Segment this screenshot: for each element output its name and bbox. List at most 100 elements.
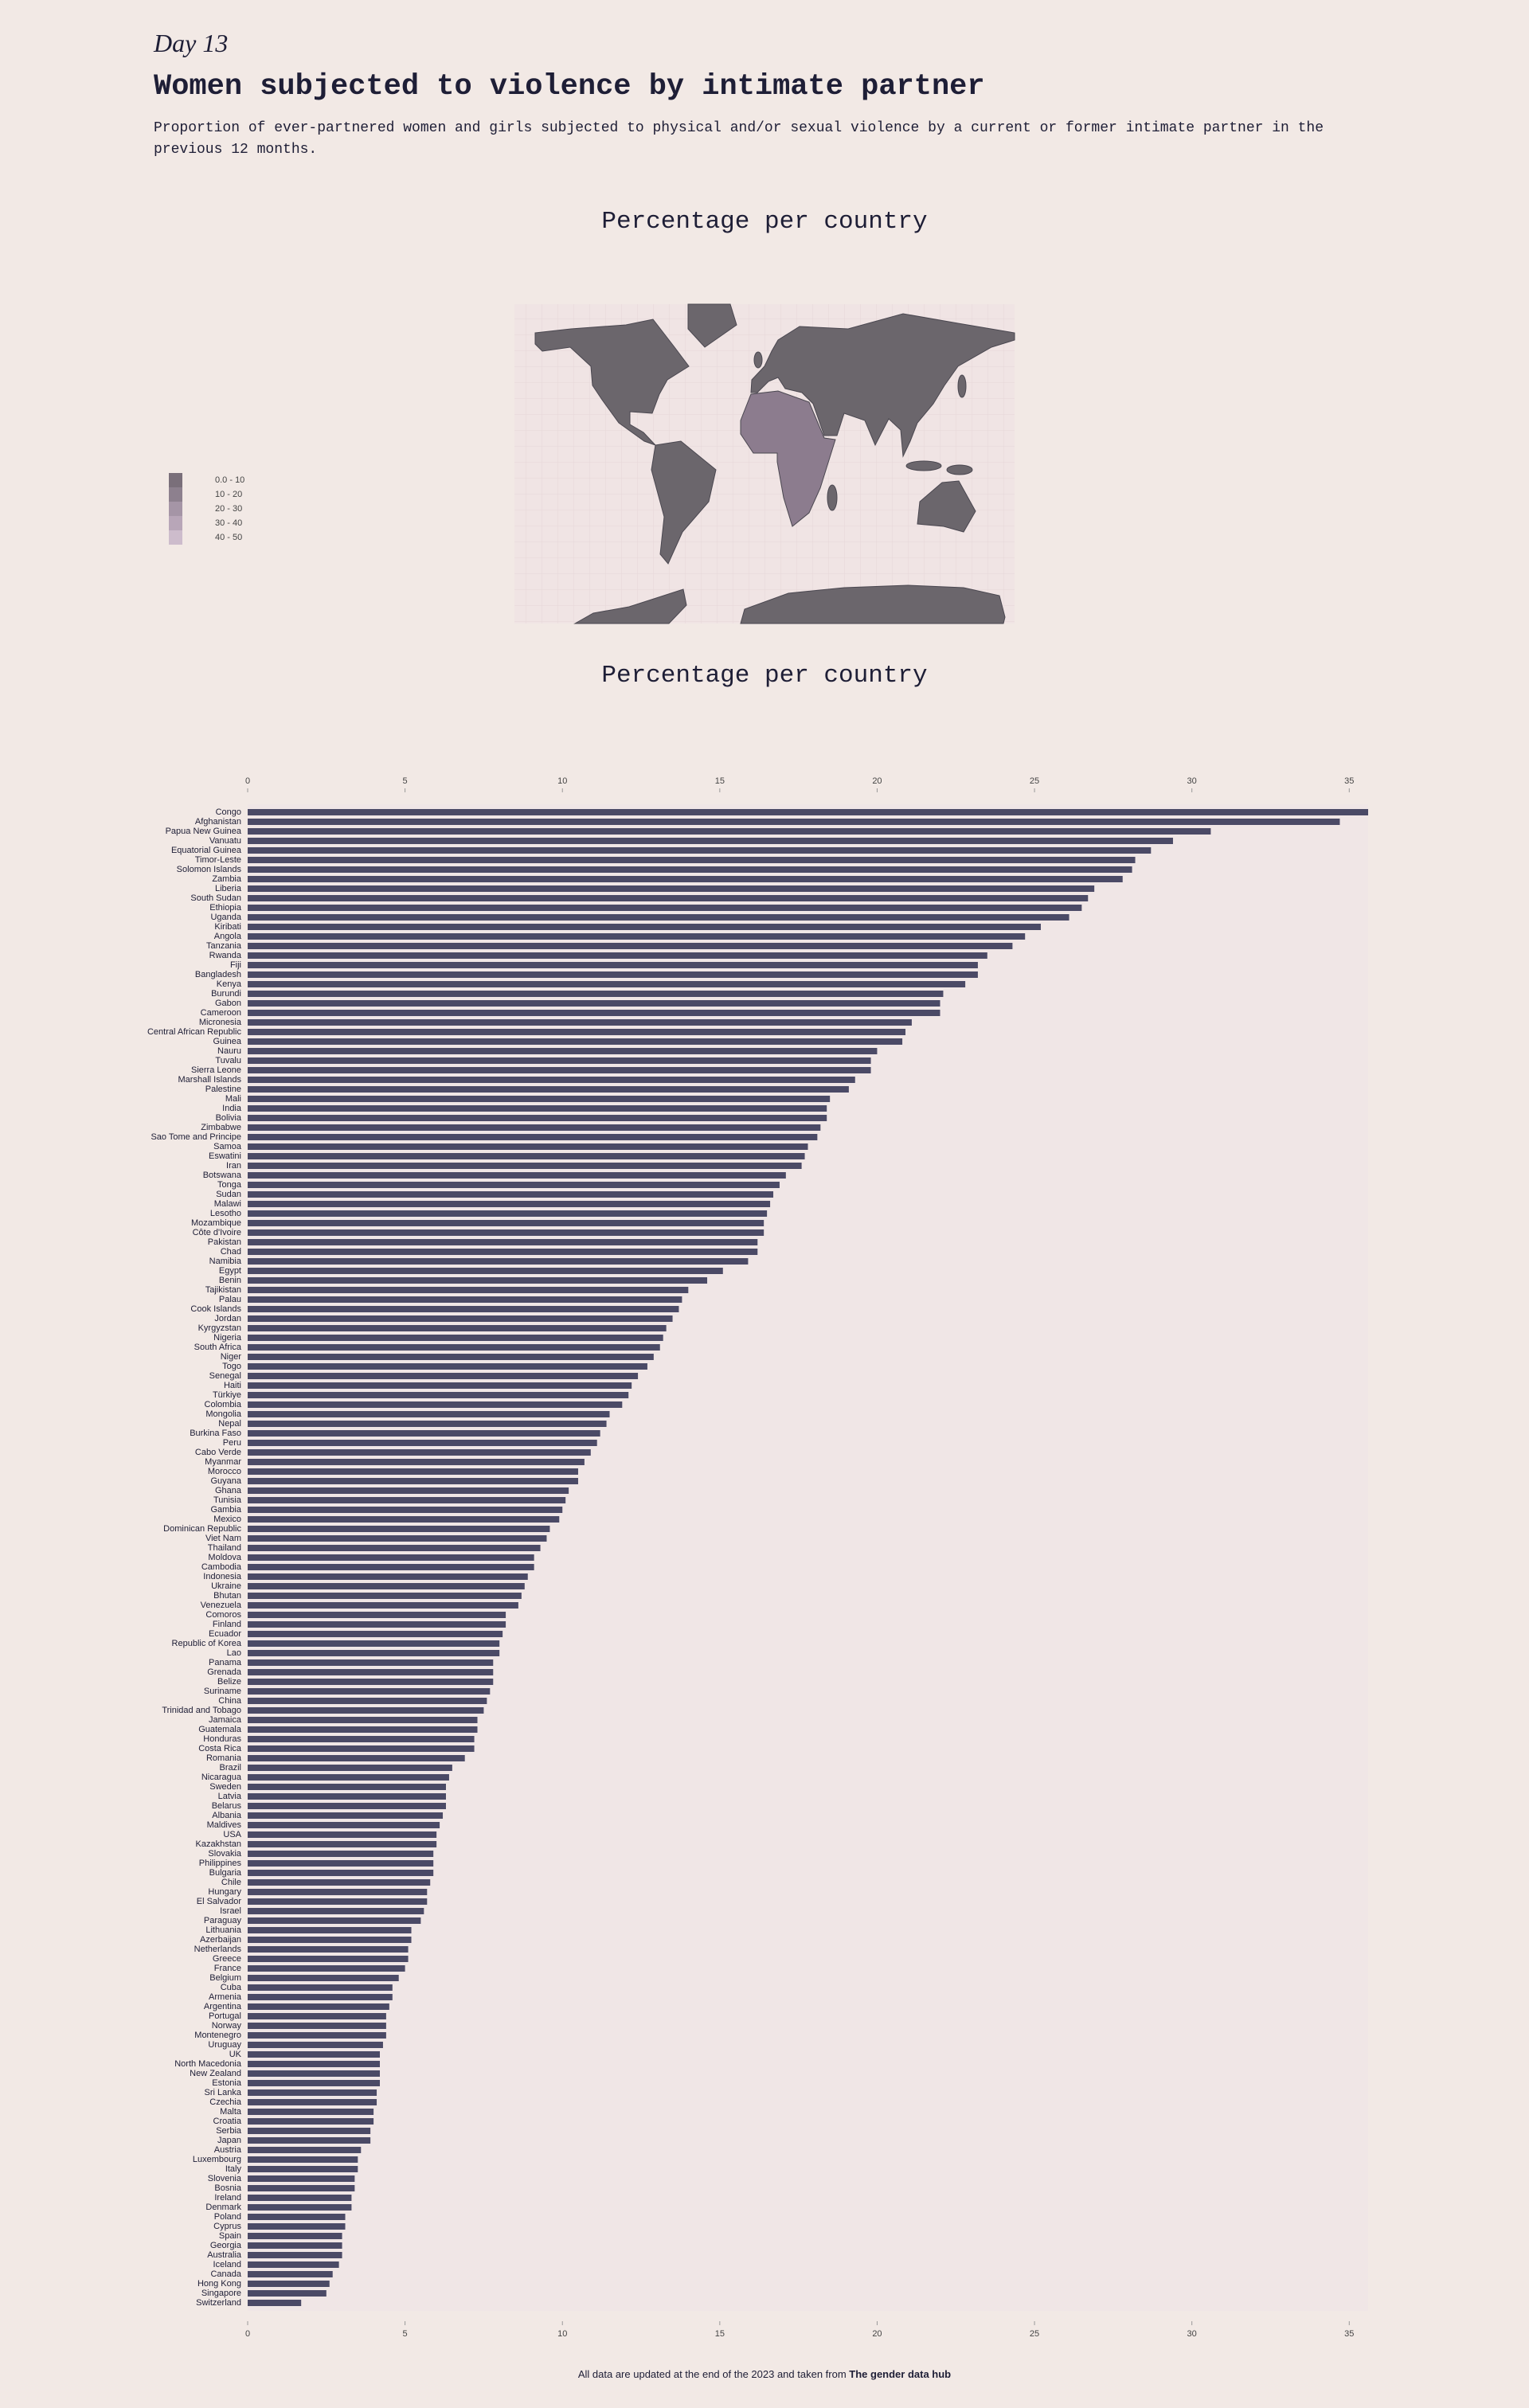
bar xyxy=(248,1898,428,1905)
bar xyxy=(248,1688,491,1695)
bar xyxy=(248,1965,405,1972)
y-tick-label: Namibia xyxy=(209,1257,242,1266)
bar xyxy=(248,838,1173,844)
bar xyxy=(248,1134,818,1140)
bar xyxy=(248,1229,764,1236)
bar xyxy=(248,1421,607,1427)
y-tick-label: France xyxy=(214,1964,241,1973)
y-tick-label: Zimbabwe xyxy=(201,1123,241,1132)
bar xyxy=(248,1784,446,1790)
bar xyxy=(248,1487,569,1494)
bar xyxy=(248,943,1013,949)
y-tick-label: Palestine xyxy=(205,1085,241,1094)
bar xyxy=(248,1803,446,1809)
y-tick-label: Uganda xyxy=(210,913,241,922)
bar xyxy=(248,2233,342,2239)
y-tick-label: Brazil xyxy=(219,1763,241,1773)
y-tick-label: Lao xyxy=(227,1648,241,1658)
bar xyxy=(248,857,1136,863)
y-tick-label: Cabo Verde xyxy=(195,1448,241,1457)
y-tick-label: Eswatini xyxy=(209,1151,241,1161)
y-tick-label: Cambodia xyxy=(201,1562,242,1572)
y-tick-label: Jordan xyxy=(214,1314,241,1323)
bar xyxy=(248,2290,327,2297)
y-tick-label: Lithuania xyxy=(205,1925,242,1935)
bar xyxy=(248,1449,591,1456)
y-tick-label: Benin xyxy=(219,1276,241,1285)
y-tick-label: Czechia xyxy=(209,2097,242,2107)
bar xyxy=(248,1908,424,1914)
bar xyxy=(248,1163,802,1169)
y-tick-label: Niger xyxy=(221,1352,242,1362)
y-tick-label: Angola xyxy=(214,932,242,941)
bar xyxy=(248,1583,525,1589)
australia xyxy=(917,480,976,533)
y-tick-label: Gabon xyxy=(215,999,241,1008)
bar xyxy=(248,1516,560,1523)
y-tick-label: Denmark xyxy=(205,2203,241,2212)
y-tick-label: Republic of Korea xyxy=(172,1639,242,1648)
y-tick-label: Pakistan xyxy=(208,1237,241,1247)
bar xyxy=(248,1220,764,1226)
legend-swatch xyxy=(169,502,182,516)
y-tick-label: Sao Tome and Principe xyxy=(151,1132,241,1142)
bar xyxy=(248,2204,352,2211)
y-tick-label: Netherlands xyxy=(194,1945,242,1954)
bar xyxy=(248,933,1026,940)
y-tick-label: Equatorial Guinea xyxy=(171,846,242,855)
y-tick-label: Ukraine xyxy=(211,1581,241,1591)
y-tick-label: Mongolia xyxy=(205,1409,242,1419)
bar xyxy=(248,1602,518,1609)
bar xyxy=(248,895,1089,901)
bar xyxy=(248,991,944,997)
bar xyxy=(248,1249,758,1255)
bar xyxy=(248,2061,380,2067)
y-tick-label: Suriname xyxy=(204,1687,241,1696)
legend-label: 10 - 20 xyxy=(215,490,242,499)
footer-text: All data are updated at the end of the 2… xyxy=(578,2368,849,2380)
y-tick-label: Sweden xyxy=(209,1782,241,1792)
north-america xyxy=(534,319,690,446)
map-title: Percentage per country xyxy=(601,208,927,236)
x-tick-label: 5 xyxy=(403,2329,408,2339)
bar xyxy=(248,1067,871,1073)
bar xyxy=(248,1554,534,1561)
y-tick-label: Vanuatu xyxy=(209,836,241,846)
bar xyxy=(248,1860,434,1867)
y-tick-label: Portugal xyxy=(209,2011,241,2021)
y-tick-label: Belgium xyxy=(209,1973,241,1983)
bar xyxy=(248,2271,333,2277)
bar xyxy=(248,1335,663,1341)
y-tick-label: Kiribati xyxy=(214,922,241,932)
bar xyxy=(248,2118,374,2125)
y-tick-label: Micronesia xyxy=(199,1018,242,1027)
bar xyxy=(248,1124,821,1131)
bar xyxy=(248,2147,362,2153)
antarctic-peninsula xyxy=(573,588,687,624)
y-tick-label: Uruguay xyxy=(208,2040,241,2050)
bar xyxy=(248,2023,386,2029)
bar xyxy=(248,2051,380,2058)
bar xyxy=(248,952,987,959)
bar xyxy=(248,1048,878,1054)
y-tick-label: Israel xyxy=(220,1906,241,1916)
x-tick-label: 15 xyxy=(715,776,725,786)
bar xyxy=(248,1736,475,1742)
y-tick-label: Peru xyxy=(223,1438,241,1448)
bar xyxy=(248,1994,393,2000)
bar xyxy=(248,1401,623,1408)
bar xyxy=(248,2137,371,2144)
y-tick-label: Iceland xyxy=(213,2260,241,2269)
x-tick-label: 10 xyxy=(557,776,567,786)
y-tick-label: Bolivia xyxy=(216,1113,242,1123)
y-tick-label: Tanzania xyxy=(206,941,242,951)
y-tick-label: Australia xyxy=(207,2250,242,2260)
y-tick-label: Latvia xyxy=(218,1792,242,1801)
y-tick-label: Serbia xyxy=(216,2126,242,2136)
bar xyxy=(248,2156,358,2163)
bar xyxy=(248,1306,679,1312)
y-tick-label: Albania xyxy=(212,1811,242,1820)
bar xyxy=(248,2195,352,2201)
